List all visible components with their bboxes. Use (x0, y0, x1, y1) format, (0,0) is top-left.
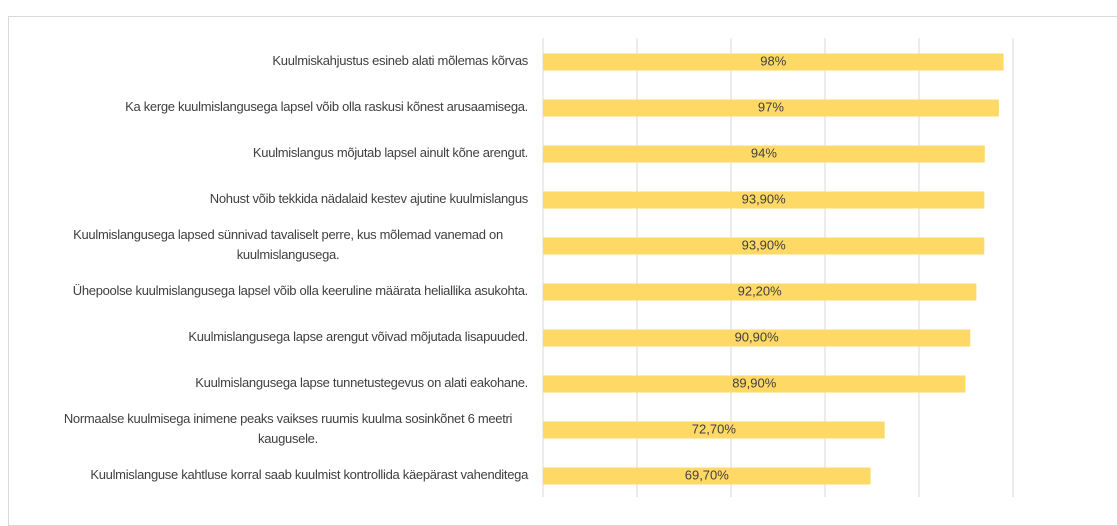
category-label: Kuulmislanguse kahtluse korral saab kuul… (90, 467, 528, 482)
category-label: Nohust võib tekkida nädalaid kestev ajut… (209, 191, 529, 206)
category-label: Ka kerge kuulmislangusega lapsel võib ol… (125, 99, 528, 114)
data-label: 93,90% (742, 237, 787, 252)
category-label: Kuulmislangusega lapse arengut võivad mõ… (188, 329, 528, 344)
data-label: 72,70% (692, 421, 737, 436)
bar (543, 237, 985, 255)
category-label: Kuulmislangusega lapse tunnetustegevus o… (195, 375, 528, 390)
bar (543, 283, 977, 301)
bar (543, 329, 971, 347)
bar (543, 191, 985, 209)
data-label: 89,90% (732, 375, 777, 390)
data-label: 69,70% (685, 467, 730, 482)
page: Kuulmiskahjustus esineb alati mõlemas kõ… (8, 16, 1117, 526)
bar (543, 145, 985, 163)
bar (543, 467, 871, 485)
category-label: Kuulmislangusega lapsed sünnivad tavalis… (73, 227, 503, 262)
data-label: 94% (751, 145, 777, 160)
bar (543, 421, 885, 439)
category-label: Kuulmiskahjustus esineb alati mõlemas kõ… (272, 53, 528, 68)
bar (543, 53, 1004, 71)
data-label: 92,20% (738, 283, 783, 298)
chart: 98% 97% 94% 93,90% 93,90% 92,20% 90,90% 89,90% 7… (542, 38, 1014, 497)
data-label: 90,90% (735, 329, 780, 344)
category-label: Ühepoolse kuulmislangusega lapsel võib o… (72, 283, 529, 298)
data-label: 98% (760, 53, 786, 68)
bar (543, 99, 999, 117)
category-label: Normaalse kuulmisega inimene peaks vaiks… (63, 411, 513, 446)
data-label: 97% (758, 99, 784, 114)
bar (543, 375, 966, 393)
data-label: 93,90% (742, 191, 787, 206)
category-label: Kuulmislangus mõjutab lapsel ainult kõne… (252, 145, 528, 160)
